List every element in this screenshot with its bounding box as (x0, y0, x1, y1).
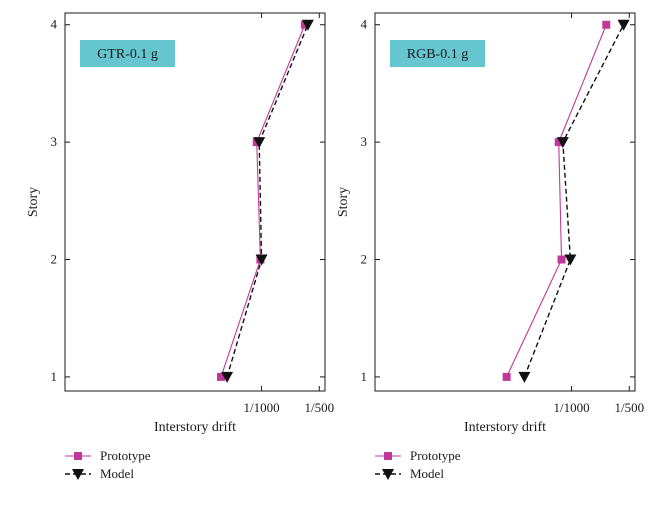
plot-frame (374, 12, 636, 392)
panel-label: GTR-0.1 g (97, 47, 158, 62)
legend: Prototype Model (375, 448, 461, 481)
legend-marker (72, 469, 84, 480)
data-point-prototype (557, 255, 566, 264)
legend-label: Model (100, 466, 134, 481)
legend-label: Prototype (100, 448, 151, 463)
y-tick-label: 4 (51, 17, 58, 32)
data-point-model (518, 371, 531, 383)
x-tick-label: 1/500 (304, 400, 334, 415)
x-tick-label: 1/500 (614, 400, 644, 415)
data-point-model (253, 137, 266, 149)
data-point-model (255, 254, 268, 266)
data-point-prototype (217, 372, 225, 381)
data-point-prototype (502, 372, 511, 381)
y-tick-label: 4 (361, 17, 368, 32)
series-line-prototype (220, 24, 306, 378)
y-axis-title: Story (26, 187, 41, 217)
legend-label: Model (410, 466, 444, 481)
legend-marker (384, 452, 392, 460)
y-tick-label: 1 (51, 369, 58, 384)
y-tick-label: 2 (51, 252, 58, 267)
x-axis-title: Interstory drift (464, 420, 546, 435)
data-point-model (617, 19, 630, 31)
data-point-model (556, 137, 569, 149)
data-point-prototype (602, 20, 611, 29)
series-line-model (523, 24, 625, 378)
chart-panel-2: 1 2 3 4 1/1000 1/500 Interstory drift Story RGB-… (336, 12, 644, 481)
series-line-prototype (506, 24, 607, 378)
y-axis-title: Story (336, 187, 351, 217)
legend: Prototype Model (65, 448, 151, 481)
y-tick-label: 2 (361, 252, 368, 267)
plot-frame (64, 12, 326, 392)
legend-label: Prototype (410, 448, 461, 463)
data-point-model (221, 371, 234, 383)
data-point-prototype (554, 138, 563, 147)
panel-label: RGB-0.1 g (407, 47, 468, 62)
y-tick-label: 3 (361, 134, 368, 149)
x-tick-label: 1/1000 (553, 400, 589, 415)
x-tick-label: 1/1000 (243, 400, 279, 415)
chart-panel-1: 1 2 3 4 1/1000 1/500 Interstory drift Story GTR-… (26, 12, 334, 481)
data-point-model (564, 254, 577, 266)
y-tick-label: 3 (51, 134, 58, 149)
x-axis-title: Interstory drift (154, 420, 236, 435)
y-tick-label: 1 (361, 369, 368, 384)
data-point-model (301, 19, 314, 31)
legend-marker (382, 469, 394, 480)
panel-label-box (390, 40, 485, 67)
panel-label-box (80, 40, 175, 67)
legend-marker (74, 452, 82, 460)
